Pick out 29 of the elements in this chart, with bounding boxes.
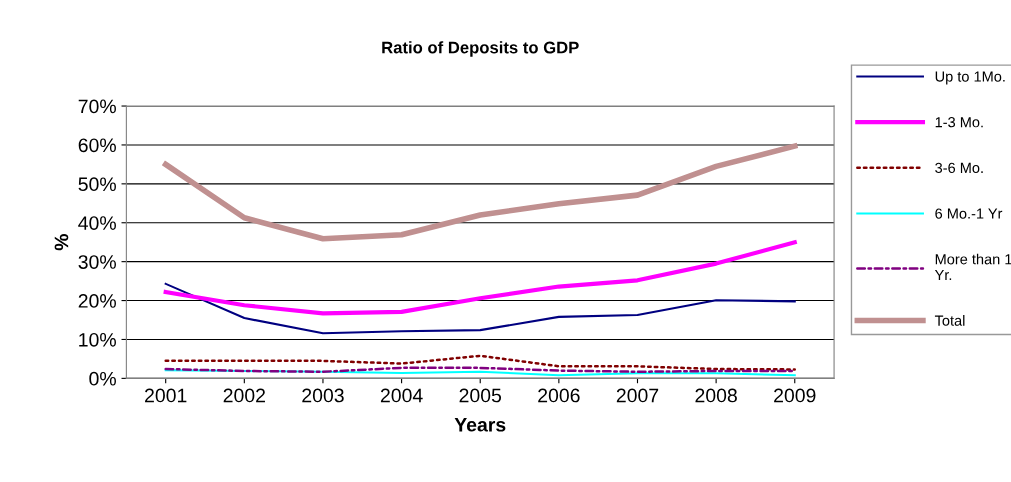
- y-tick-label: 40%: [78, 216, 116, 230]
- y-tick-label: 10%: [79, 332, 116, 347]
- y-tick-label: 60%: [78, 138, 116, 153]
- y-tick-label: 20%: [78, 294, 116, 308]
- legend-label: More than 1 Yr.: [934, 253, 1011, 280]
- x-tick-label: 2007: [616, 388, 659, 403]
- legend-label: 1-3 Mo.: [935, 117, 983, 128]
- x-tick-label: 2009: [774, 388, 816, 403]
- x-tick-label: 2003: [302, 388, 344, 403]
- legend-label: Total: [934, 315, 965, 326]
- line-series: [163, 240, 797, 316]
- x-tick-label: 2004: [380, 388, 423, 403]
- chart-title: Ratio of Deposits to GDP: [382, 41, 579, 57]
- x-tick-label: 2008: [695, 388, 737, 403]
- x-tick-label: 2001: [145, 388, 187, 403]
- legend-label: Up to 1Mo.: [935, 71, 1005, 85]
- legend-label: 3-6 Mo.: [935, 162, 983, 174]
- y-tick-label: 50%: [78, 177, 116, 192]
- y-axis-title: %: [54, 234, 69, 251]
- line-series: [164, 282, 796, 335]
- x-tick-label: 2006: [538, 388, 580, 403]
- y-tick-label: 30%: [78, 255, 116, 269]
- x-axis-title: Years: [454, 418, 506, 432]
- legend-label: 6 Mo.-1 Yr: [935, 208, 1003, 219]
- y-tick-label: 70%: [78, 99, 116, 114]
- line-series: [164, 354, 797, 371]
- x-tick-label: 2005: [459, 388, 502, 403]
- x-tick-label: 2002: [223, 388, 265, 403]
- y-tick-label: 0%: [89, 371, 116, 386]
